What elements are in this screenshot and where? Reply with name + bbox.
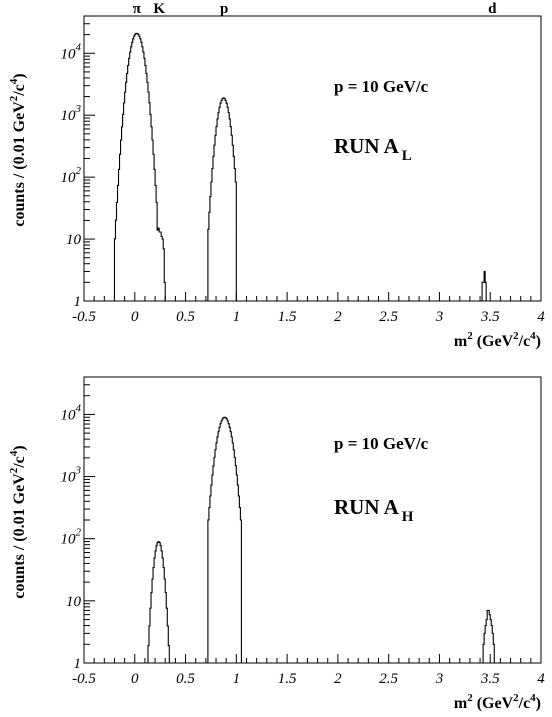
y-tick-label: 104 (61, 41, 82, 62)
ylabel-mid: /c (11, 84, 28, 97)
histogram-series (84, 416, 541, 664)
xlabel-unit-sup: 2 (513, 692, 519, 704)
ylabel-post: ) (11, 73, 28, 78)
x-tick-label: 1 (233, 671, 241, 687)
x-tick-label: 0 (131, 671, 139, 687)
y-tick-label: 10 (66, 594, 82, 610)
y-tick-label: 102 (61, 165, 82, 186)
particle-label: K (153, 1, 165, 17)
y-tick-label: 1 (74, 294, 82, 310)
y-tick-label: 10 (66, 232, 82, 248)
y-tick-base: 10 (61, 470, 77, 486)
xlabel-unit: (GeV (473, 695, 514, 712)
y-tick-exp: 2 (76, 165, 82, 177)
ylabel-sup: 2 (8, 95, 20, 101)
x-tick-label: 1 (233, 309, 241, 325)
x-axis-label: m2 (GeV2/c4) (454, 330, 541, 350)
run-label-sub: L (402, 148, 412, 164)
run-label-sub: H (402, 509, 414, 525)
y-tick-base: 10 (61, 46, 77, 62)
y-tick-label: 102 (61, 527, 82, 548)
x-tick-label: 4 (537, 309, 545, 325)
y-tick-exp: 4 (76, 41, 82, 53)
momentum-label: p = 10 GeV/c (334, 434, 429, 453)
ylabel-sup: 2 (8, 467, 20, 473)
xlabel-sup: 2 (467, 692, 473, 704)
x-tick-label: -0.5 (72, 671, 96, 687)
xlabel-unit: (GeV (473, 333, 514, 350)
xlabel-unit-mid: /c (518, 333, 531, 350)
plot-frame (83, 15, 542, 302)
x-tick-label: 0 (131, 309, 139, 325)
x-tick-label: 2 (334, 309, 342, 325)
y-tick-exp: 2 (76, 527, 82, 539)
x-tick-label: 3.5 (480, 309, 500, 325)
ylabel-post: ) (11, 445, 28, 450)
y-tick-label: 1 (74, 656, 82, 672)
xlabel-base: m (454, 695, 468, 712)
ylabel-sup: 4 (8, 78, 20, 84)
y-tick-exp: 4 (76, 402, 82, 414)
run-label-main: RUN A (334, 134, 400, 158)
y-tick-base: 10 (61, 407, 77, 423)
y-tick-label: 104 (61, 402, 82, 423)
y-tick-exp: 3 (75, 103, 82, 115)
y-axis-label: counts / (0.01 GeV2/c4) (8, 73, 28, 226)
y-tick-base: 10 (61, 532, 77, 548)
y-tick-base: 10 (66, 594, 82, 610)
xlabel-sup: 2 (467, 330, 473, 342)
xlabel-unit-close: ) (536, 333, 541, 350)
xlabel-unit-close: ) (536, 695, 541, 712)
x-tick-label: -0.5 (72, 309, 96, 325)
particle-label: π (133, 1, 142, 17)
x-tick-label: 1.5 (278, 671, 297, 687)
xlabel-base: m (454, 333, 468, 350)
particle-label: p (220, 1, 228, 17)
y-tick-base: 10 (61, 170, 77, 186)
x-tick-label: 2.5 (379, 309, 398, 325)
x-tick-label: 0.5 (176, 671, 195, 687)
x-tick-label: 3 (435, 671, 444, 687)
x-tick-label: 2 (334, 671, 342, 687)
particle-label: d (488, 1, 497, 17)
ylabel-sup: 4 (8, 450, 20, 456)
x-tick-label: 3.5 (480, 671, 500, 687)
x-tick-label: 1.5 (278, 309, 297, 325)
y-tick-label: 103 (61, 465, 82, 486)
xlabel-unit-sup: 4 (530, 330, 536, 342)
run-label-main: RUN A (334, 495, 400, 519)
histogram-series (84, 32, 541, 302)
xlabel-unit-sup: 4 (530, 692, 536, 704)
plot-frame (83, 376, 542, 664)
y-tick-base: 10 (66, 232, 82, 248)
y-tick-base: 1 (74, 656, 82, 672)
x-tick-label: 0.5 (176, 309, 195, 325)
x-tick-label: 2.5 (379, 671, 398, 687)
ylabel-mid: /c (11, 456, 28, 469)
x-axis-label: m2 (GeV2/c4) (454, 692, 541, 712)
ylabel-pre: counts / (0.01 GeV (11, 101, 28, 227)
xlabel-unit-sup: 2 (513, 330, 519, 342)
y-tick-base: 1 (74, 294, 82, 310)
y-axis-label: counts / (0.01 GeV2/c4) (8, 445, 28, 598)
momentum-label: p = 10 GeV/c (334, 77, 429, 96)
x-tick-label: 3 (435, 309, 444, 325)
y-tick-label: 103 (61, 103, 82, 124)
y-tick-exp: 3 (75, 465, 82, 477)
xlabel-unit-mid: /c (518, 695, 531, 712)
y-tick-base: 10 (61, 108, 77, 124)
x-tick-label: 4 (537, 671, 545, 687)
ylabel-pre: counts / (0.01 GeV (11, 473, 28, 599)
